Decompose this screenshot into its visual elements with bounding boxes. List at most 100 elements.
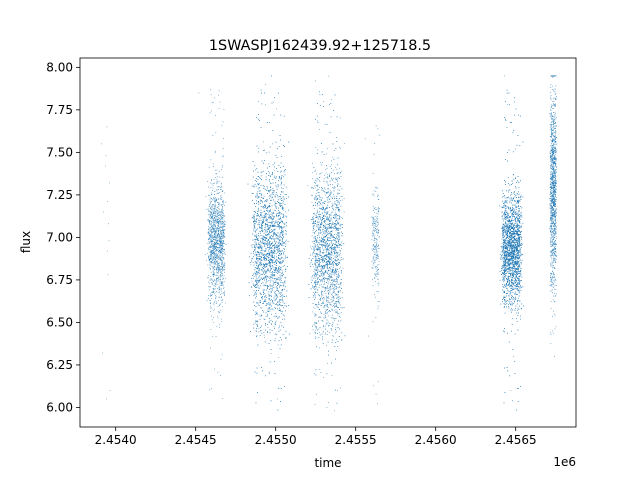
data-point: [258, 209, 260, 210]
data-point: [218, 214, 220, 216]
data-point: [251, 258, 253, 259]
data-point: [260, 293, 262, 295]
data-point: [249, 256, 250, 258]
data-point: [221, 226, 223, 228]
data-point: [274, 275, 276, 277]
data-point: [256, 258, 257, 259]
data-point: [212, 267, 214, 269]
data-point: [210, 207, 211, 209]
data-point: [265, 205, 266, 207]
data-point: [221, 268, 223, 270]
data-point: [284, 296, 285, 297]
data-point: [264, 206, 266, 208]
data-point: [212, 291, 214, 293]
data-point: [269, 270, 271, 271]
data-point: [275, 269, 277, 271]
data-point: [261, 227, 263, 229]
data-point: [267, 206, 269, 208]
data-point: [280, 114, 282, 116]
data-point: [281, 175, 283, 177]
data-point: [264, 225, 266, 227]
data-point: [255, 280, 256, 282]
data-point: [260, 242, 262, 244]
data-point: [213, 243, 215, 244]
data-point: [214, 204, 216, 206]
data-point: [267, 207, 268, 208]
data-point: [271, 224, 273, 226]
data-point: [223, 294, 225, 296]
data-point: [222, 199, 224, 201]
data-point: [278, 292, 280, 294]
data-point: [270, 249, 272, 251]
data-point: [263, 277, 265, 279]
data-point: [272, 262, 274, 264]
data-point: [220, 288, 222, 290]
data-point: [265, 375, 266, 377]
data-point: [221, 250, 223, 252]
data-point: [210, 194, 212, 195]
data-point: [280, 251, 282, 253]
data-point: [212, 252, 214, 253]
data-point: [281, 198, 282, 199]
data-point: [256, 290, 257, 292]
data-point: [284, 305, 286, 307]
data-point: [207, 248, 209, 249]
data-point: [264, 337, 265, 338]
data-point: [259, 305, 260, 306]
data-point: [281, 241, 283, 243]
data-point: [265, 214, 267, 216]
data-point: [269, 262, 271, 263]
data-point: [268, 179, 270, 180]
data-point: [277, 216, 279, 218]
data-point: [253, 327, 255, 329]
data-point: [219, 257, 220, 259]
data-point: [215, 335, 217, 337]
data-point: [215, 197, 216, 199]
data-point: [219, 266, 221, 268]
data-point: [222, 277, 224, 279]
data-point: [215, 210, 217, 212]
data-point: [263, 207, 265, 208]
data-point: [260, 247, 261, 248]
data-point: [256, 320, 257, 322]
data-point: [285, 257, 286, 259]
data-point: [207, 298, 209, 299]
data-point: [269, 302, 271, 304]
data-point: [272, 188, 274, 189]
data-point: [217, 229, 219, 231]
data-point: [221, 219, 223, 220]
data-point: [262, 298, 263, 300]
data-point: [263, 259, 265, 261]
data-point: [265, 255, 267, 256]
data-point: [215, 280, 217, 281]
data-point: [260, 200, 261, 202]
data-point: [216, 209, 218, 211]
data-point: [270, 216, 272, 217]
data-point: [208, 256, 209, 257]
data-point: [222, 263, 224, 265]
data-point: [222, 232, 224, 234]
data-point: [263, 250, 265, 252]
data-point: [266, 264, 268, 266]
data-point: [279, 227, 281, 228]
data-point: [265, 206, 267, 208]
data-point: [265, 324, 266, 326]
data-point: [275, 294, 277, 296]
data-point: [252, 283, 254, 285]
data-point: [272, 255, 273, 256]
data-point: [214, 230, 216, 232]
data-point: [253, 226, 255, 228]
data-point: [254, 239, 256, 240]
data-point: [218, 267, 219, 269]
data-point: [213, 272, 214, 274]
data-point: [255, 274, 257, 276]
data-point: [208, 232, 210, 233]
data-point: [257, 246, 259, 247]
data-point: [276, 215, 278, 216]
data-point: [279, 198, 281, 200]
data-point: [276, 294, 278, 296]
data-point: [219, 244, 221, 246]
data-point: [263, 271, 265, 273]
data-point: [270, 400, 272, 402]
data-point: [269, 246, 271, 248]
